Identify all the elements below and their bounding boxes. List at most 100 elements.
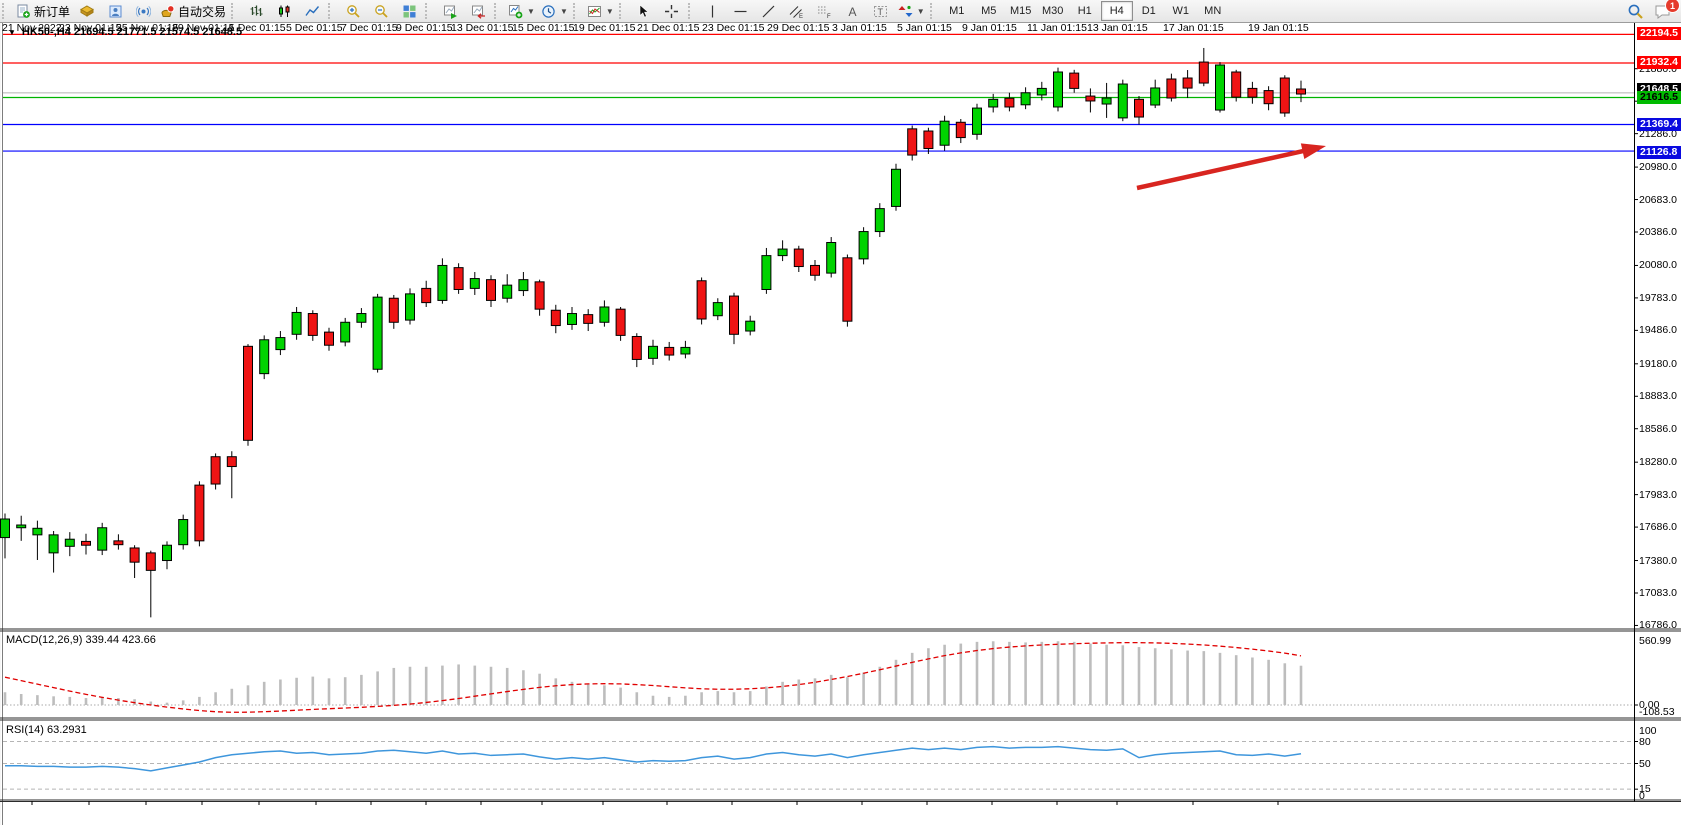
svg-text:A: A: [849, 5, 857, 19]
text-tool-button[interactable]: A: [839, 0, 867, 22]
price-badge: 21616.5: [1637, 91, 1681, 105]
price-axis-tick: 19180.0: [1639, 357, 1677, 370]
trend-arrow-annotation: [1136, 148, 1307, 191]
price-axis-tick: 19486.0: [1639, 324, 1677, 337]
autotrading-button[interactable]: 自动交易: [157, 0, 229, 22]
chevron-down-icon[interactable]: ▼: [916, 6, 925, 16]
rsi-scale-tick: 0: [1639, 790, 1645, 802]
macd-scale-zero: 0.00: [1639, 699, 1660, 711]
chevron-down-icon[interactable]: ▼: [527, 6, 535, 16]
timeframe-button-h1[interactable]: H1: [1077, 5, 1092, 17]
tile-icon: [402, 4, 417, 19]
clock-icon: [541, 4, 556, 19]
svg-text:F: F: [827, 14, 831, 19]
chevron-down-icon[interactable]: ▼: [559, 6, 568, 16]
date-axis-label: 9 Jan 01:15: [962, 22, 1017, 34]
price-axis-tick: 21583.0: [1639, 95, 1677, 108]
trend-icon: [761, 4, 776, 19]
candlestick-mode-button[interactable]: [270, 0, 298, 22]
notifications-button[interactable]: 1: [1649, 0, 1680, 22]
price-axis-tick: 21880.0: [1639, 62, 1677, 75]
date-axis-label: 19 Dec 01:15: [573, 22, 636, 34]
chart-shift-button[interactable]: [464, 0, 492, 22]
date-axis-label: 21 Dec 01:15: [637, 22, 700, 34]
profiles-template-button[interactable]: ▼: [584, 0, 617, 22]
timeframe-button-mn[interactable]: MN: [1204, 5, 1222, 17]
new-chart-button[interactable]: ▼: [505, 0, 538, 22]
macd-histogram: [3, 641, 1303, 705]
toolbar-group-separator: [2, 3, 11, 19]
channel-icon: E: [789, 4, 804, 19]
crosshair-icon: [664, 4, 679, 19]
auto-scroll-button[interactable]: [436, 0, 464, 22]
timeframe-button-m5[interactable]: M5: [981, 5, 997, 17]
line-chart-mode-button[interactable]: [298, 0, 326, 22]
macd-signal-line: [4, 642, 1302, 713]
toolbar-group-separator: [328, 3, 337, 19]
price-axis-tick: 18586.0: [1639, 422, 1677, 435]
price-axis-tick: 18883.0: [1639, 390, 1677, 403]
new-order-button[interactable]: 新订单: [13, 0, 73, 22]
date-axis-label: 11 Jan 01:15: [1027, 22, 1087, 34]
date-axis-label: 19 Jan 01:15: [1248, 22, 1309, 34]
fibonacci-tool-button[interactable]: F: [811, 0, 839, 22]
price-badge: 21932.4: [1637, 56, 1681, 69]
price-axis-tick: 20080.0: [1639, 259, 1677, 272]
text-label-tool-button[interactable]: T: [867, 0, 895, 22]
toolbar-group-separator: [929, 3, 939, 19]
textA-icon: A: [845, 4, 860, 19]
timeframe-button-m15[interactable]: M15: [1010, 5, 1032, 17]
cursor-tool-button[interactable]: [630, 0, 658, 22]
price-badge: 21369.4: [1637, 118, 1681, 132]
cursor-icon: [636, 3, 651, 19]
timeframe-button-m30[interactable]: M30: [1042, 5, 1064, 17]
chart-window[interactable]: ▼ HK50-,H4 21694.5 21771.5 21574.5 21648.…: [0, 22, 1681, 825]
chart-canvas[interactable]: [0, 22, 1681, 825]
signals-button[interactable]: [129, 0, 157, 22]
price-axis-tick: 20980.0: [1639, 161, 1677, 174]
chevron-down-icon[interactable]: ▼: [605, 6, 614, 16]
date-axis-label: 13 Jan 01:15: [1087, 22, 1148, 34]
rsi-scale-tick: 15: [1639, 783, 1651, 796]
rsi-line: [5, 745, 1302, 772]
notification-count-badge: 1: [1665, 0, 1680, 13]
price-axis-tick: 19783.0: [1639, 291, 1677, 304]
timeframe-button-h4[interactable]: H4: [1100, 1, 1133, 21]
price-axis-tick: 17083.0: [1639, 586, 1677, 599]
timeframe-button-m1[interactable]: M1: [949, 5, 965, 17]
search-button[interactable]: [1621, 0, 1649, 22]
rsi-scale-tick: 50: [1639, 757, 1651, 770]
arrows-tool-button[interactable]: ▼: [895, 0, 928, 22]
toolbar-right-group: 1: [1621, 0, 1680, 22]
date-axis-label: 5 Jan 01:15: [897, 22, 952, 34]
horizontal-line-tool-button[interactable]: [727, 0, 755, 22]
candles-icon: [277, 4, 292, 19]
chart-title: HK50-,H4 21694.5 21771.5 21574.5 21648.5: [21, 26, 243, 38]
chart-collapse-icon[interactable]: ▼: [8, 28, 16, 37]
new-order-icon: [16, 4, 31, 19]
toolbar-group-separator: [425, 3, 434, 19]
crosshair-tool-button[interactable]: [658, 0, 686, 22]
toolbar-group-separator: [231, 3, 240, 19]
tile-windows-button[interactable]: [395, 0, 423, 22]
price-axis-tick: 17380.0: [1639, 554, 1677, 567]
market-watch-button[interactable]: [101, 0, 129, 22]
periods-button[interactable]: ▼: [538, 0, 571, 22]
rsi-scale-tick: 100: [1639, 725, 1657, 737]
vline-icon: [705, 4, 720, 19]
timeframe-button-d1[interactable]: D1: [1141, 5, 1156, 17]
zoom-in-button[interactable]: [339, 0, 367, 22]
bar-chart-mode-button[interactable]: [242, 0, 270, 22]
trendline-tool-button[interactable]: [755, 0, 783, 22]
candles: [0, 47, 1306, 618]
equidistant-channel-tool-button[interactable]: E: [783, 0, 811, 22]
toolbar-group-separator: [687, 3, 697, 19]
chart-window-button[interactable]: [73, 0, 101, 22]
zoom-out-button[interactable]: [367, 0, 395, 22]
date-axis-label: 7 Dec 01:15: [341, 22, 398, 34]
price-axis-tick: 20386.0: [1639, 226, 1677, 238]
timeframe-button-w1[interactable]: W1: [1172, 5, 1189, 17]
vertical-line-tool-button[interactable]: [699, 0, 727, 22]
macd-indicator-label: MACD(12,26,9) 339.44 423.66: [6, 634, 156, 646]
